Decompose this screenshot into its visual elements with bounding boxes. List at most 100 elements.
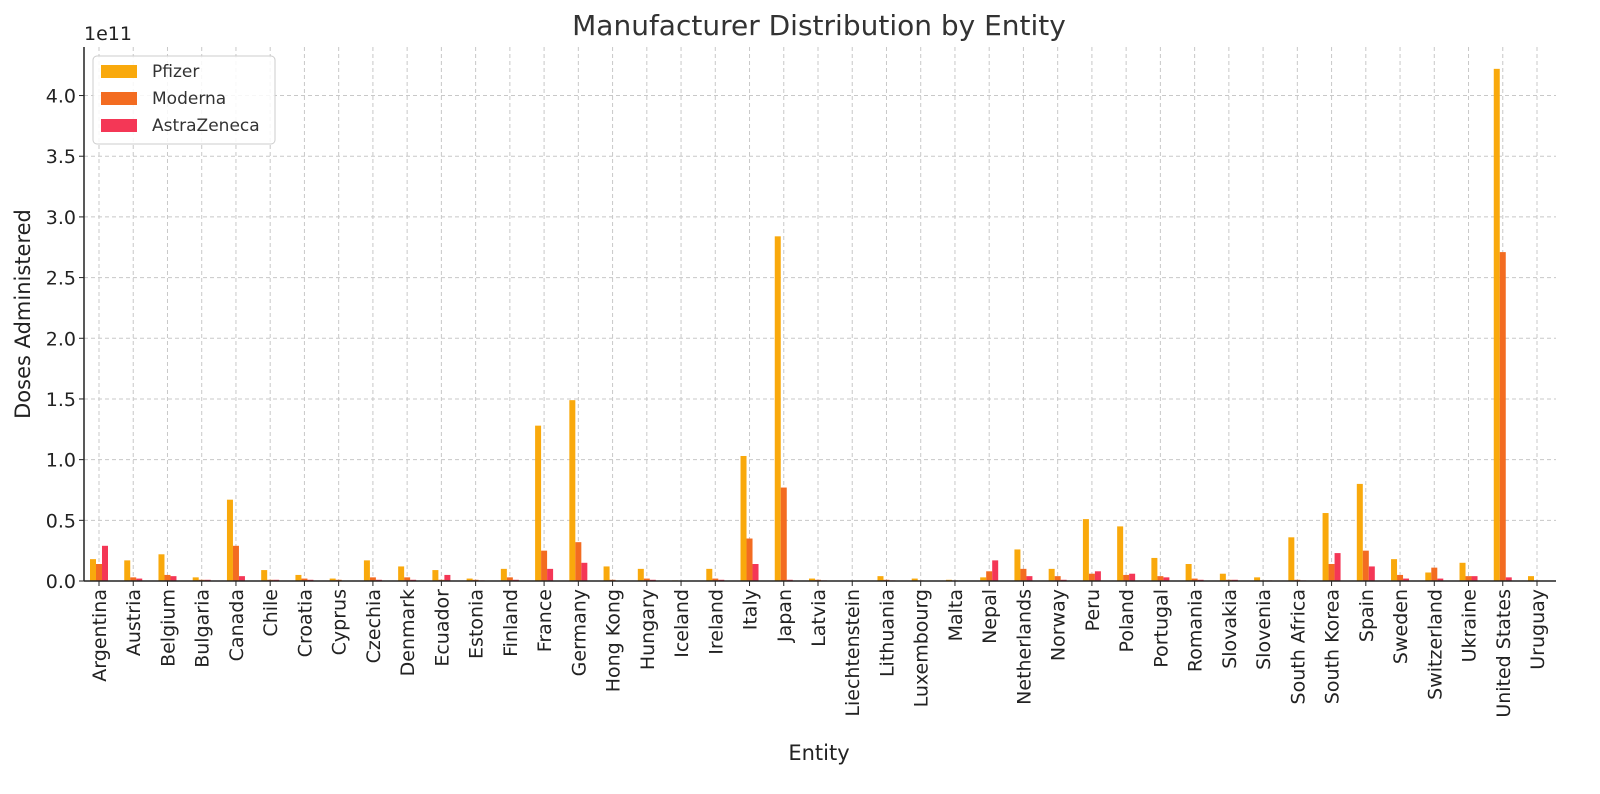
legend-label: Moderna [152, 89, 226, 109]
y-tick-label: 4.0 [46, 86, 76, 108]
bar-pfizer [911, 578, 918, 581]
bar-pfizer [569, 400, 576, 581]
x-tick-label: Nepal [979, 589, 1001, 644]
x-tick-label: Malta [945, 589, 967, 641]
x-tick-label: Germany [568, 589, 590, 676]
bar-pfizer [90, 559, 96, 581]
bar-moderna [164, 574, 171, 581]
x-tick-label: Slovenia [1253, 589, 1275, 670]
x-tick-label: Liechtenstein [842, 589, 864, 717]
bar-pfizer [1254, 577, 1261, 581]
x-tick-label: Switzerland [1424, 589, 1446, 700]
x-tick-label: Luxembourg [911, 589, 933, 707]
x-tick-label: Austria [123, 589, 145, 656]
x-tick-label: Hungary [637, 589, 659, 670]
bar-moderna [130, 577, 137, 581]
legend-swatch [101, 92, 137, 105]
bar-astrazeneca [581, 562, 588, 581]
bar-astrazeneca [1403, 578, 1410, 581]
bar-pfizer [1151, 557, 1158, 581]
bar-pfizer [637, 568, 644, 581]
bar-astrazeneca [444, 574, 451, 581]
bar-pfizer [809, 578, 815, 581]
x-tick-label: Iceland [671, 589, 693, 658]
x-tick-label: South Korea [1322, 589, 1344, 704]
bar-astrazeneca [136, 578, 143, 581]
bar-astrazeneca [1471, 576, 1478, 581]
bar-moderna [712, 578, 719, 581]
x-tick-label: Slovakia [1219, 589, 1241, 669]
x-tick-label: Italy [740, 589, 762, 630]
y-offset-label: 1e11 [84, 23, 132, 45]
x-axis-label: Entity [788, 741, 849, 765]
bar-moderna [301, 578, 308, 581]
x-tick-label: Japan [774, 589, 796, 643]
bar-astrazeneca [102, 545, 108, 581]
x-tick-label: Peru [1082, 589, 1104, 631]
bar-pfizer [158, 554, 165, 581]
x-tick-label: Cyprus [329, 589, 351, 655]
x-tick-label: United States [1493, 589, 1515, 718]
bar-moderna [986, 571, 993, 581]
bar-moderna [1157, 576, 1164, 581]
bar-astrazeneca [1026, 576, 1033, 581]
bar-pfizer [1493, 68, 1500, 581]
bar-moderna [96, 564, 102, 581]
x-tick-label: South Africa [1287, 589, 1309, 704]
bar-pfizer [774, 236, 781, 581]
bar-pfizer [1048, 568, 1055, 581]
bar-astrazeneca [1094, 571, 1101, 581]
y-tick-label: 1.0 [46, 450, 76, 472]
bar-moderna [643, 578, 650, 581]
x-tick-label: Uruguay [1527, 589, 1549, 670]
legend-swatch [101, 65, 137, 78]
x-tick-label: Norway [1048, 589, 1070, 661]
ticks: 0.0 0.5 1.0 1.5 2.0 2.5 3.0 3.5 4.0 Argentina Aust… [46, 86, 1549, 718]
bar-pfizer [535, 425, 542, 581]
bar-astrazeneca [238, 576, 245, 581]
bar-astrazeneca [1129, 573, 1136, 581]
bar-pfizer [877, 576, 884, 581]
x-tick-label: Netherlands [1013, 589, 1035, 705]
bar-astrazeneca [992, 560, 999, 581]
x-tick-label: Hong Kong [603, 589, 625, 692]
bar-pfizer [261, 570, 268, 581]
y-tick-label: 2.0 [46, 328, 76, 350]
y-tick-label: 1.5 [46, 389, 76, 411]
bar-pfizer [295, 574, 302, 581]
x-tick-label: Latvia [808, 589, 830, 647]
bar-pfizer [603, 566, 610, 581]
bar-pfizer [1082, 519, 1089, 581]
y-tick-label: 3.5 [46, 146, 76, 168]
bar-astrazeneca [1505, 577, 1512, 581]
bar-moderna [1328, 564, 1335, 581]
legend-label: AstraZeneca [152, 116, 260, 136]
bar-moderna [1499, 252, 1506, 581]
x-tick-label: Canada [226, 589, 248, 661]
bar-moderna [1088, 573, 1095, 581]
bar-astrazeneca [1334, 553, 1341, 581]
bar-moderna [541, 550, 548, 581]
bar-astrazeneca [1163, 577, 1170, 581]
bar-astrazeneca [547, 568, 554, 581]
bar-astrazeneca [1437, 578, 1444, 581]
bar-astrazeneca [752, 564, 759, 581]
bar-pfizer [1322, 513, 1329, 581]
x-tick-label: Denmark [397, 589, 419, 676]
bar-moderna [575, 542, 582, 581]
y-tick-label: 0.5 [46, 510, 76, 532]
grid [84, 47, 1556, 582]
x-tick-label: Croatia [294, 589, 316, 657]
bar-pfizer [329, 578, 336, 581]
x-tick-label: Romania [1185, 589, 1207, 672]
bar-moderna [1362, 550, 1369, 581]
x-tick-label: Poland [1116, 589, 1138, 652]
bar-pfizer [1425, 572, 1432, 581]
x-tick-label: Argentina [89, 589, 111, 682]
bar-moderna [1054, 576, 1061, 581]
bar-pfizer [466, 578, 473, 581]
bar-moderna [1123, 574, 1130, 581]
bar-moderna [1397, 574, 1404, 581]
bar-pfizer [740, 455, 747, 581]
